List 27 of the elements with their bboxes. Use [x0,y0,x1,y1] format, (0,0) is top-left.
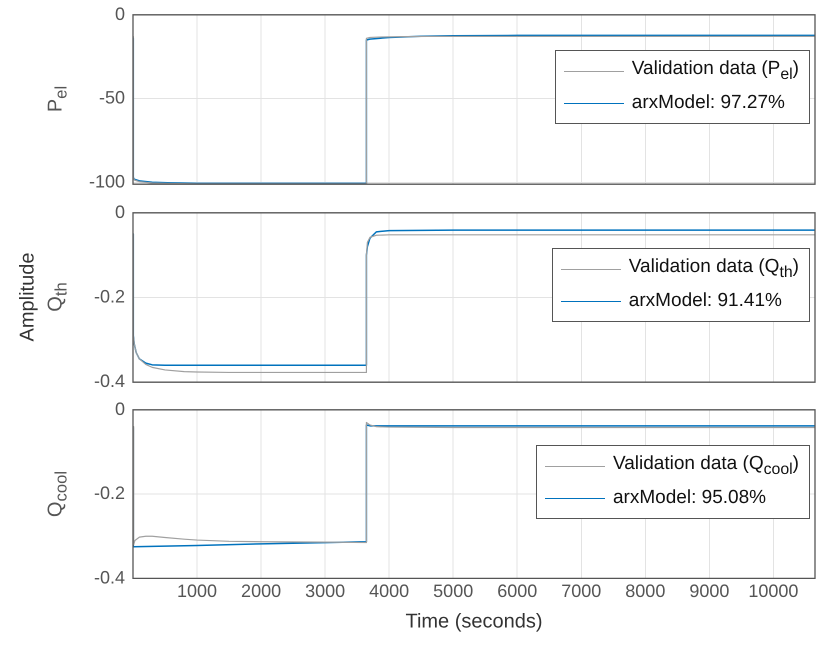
x-tick-label: 9000 [689,581,730,602]
x-tick-label: 7000 [561,581,602,602]
x-tick-label: 5000 [433,581,474,602]
y-tick-label: -0.2 [94,286,125,306]
legend-label: arxModel: 95.08% [612,487,766,509]
legend-label: arxModel: 91.41% [628,290,782,312]
x-tick-label: 2000 [241,581,282,602]
legend-label: Validation data (Q$_{th}$) [628,256,799,282]
y-tick-label: -100 [88,171,125,192]
x-tick-label: 8000 [625,581,666,602]
legend-label: Validation data (Q$_{cool}$) [612,453,799,479]
y-tick-label: -50 [98,88,125,108]
y-tick-label: -0.4 [94,567,125,588]
x-tick-label: 4000 [369,581,410,602]
x-tick-label: 1000 [177,581,218,602]
y-tick-label: 0 [114,398,125,419]
x-axis-title: Time (seconds) [405,610,543,633]
legend-label: arxModel: 97.27% [632,92,785,114]
y-tick-label: 0 [114,4,125,24]
legend-label: Validation data (P$_{el}$) [632,58,799,84]
y-tick-label: -0.2 [94,483,125,504]
x-tick-label: 3000 [305,581,346,602]
x-tick-label: 10000 [748,581,798,602]
text: Amplitude [16,252,40,341]
x-tick-label: 6000 [497,581,538,602]
y-tick-label: 0 [114,202,125,222]
y-tick-label: -0.4 [94,371,125,392]
